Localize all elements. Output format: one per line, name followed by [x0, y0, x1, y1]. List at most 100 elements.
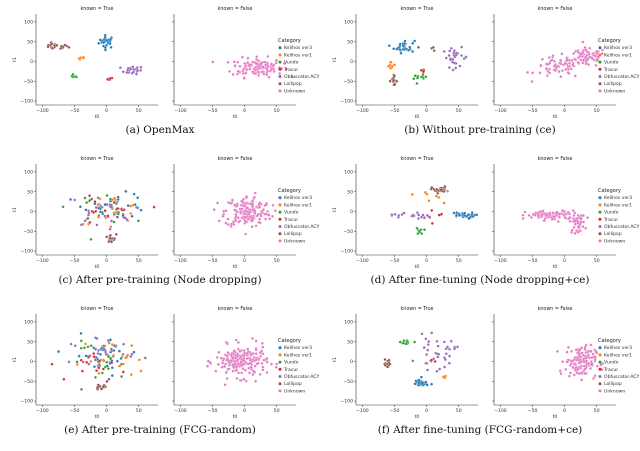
data-point-unknown: [546, 62, 550, 66]
legend-entry: Tracur: [603, 67, 618, 73]
scatter-points: [211, 54, 294, 80]
data-point-lollipop: [383, 363, 387, 367]
data-point-tracur: [110, 361, 114, 365]
x-tick-label: 0: [425, 408, 428, 414]
data-point-unknown: [571, 359, 575, 363]
data-point-vundo: [75, 360, 79, 364]
data-point-lollipop: [383, 357, 387, 361]
data-point-unknown: [600, 52, 604, 56]
legend-marker: [278, 225, 282, 228]
data-point-unknown: [237, 371, 240, 375]
legend-marker: [598, 67, 602, 71]
data-point-obfuscator-acy: [143, 356, 147, 360]
data-point-vundo: [85, 201, 89, 205]
data-point-kelihos-ver1: [79, 56, 82, 60]
data-point-kelihos-ver3: [102, 38, 106, 42]
data-point-unknown: [564, 367, 568, 371]
data-point-unknown: [265, 360, 269, 364]
data-point-kelihos-ver1: [126, 353, 130, 357]
data-point-obfuscator-acy: [110, 349, 114, 353]
data-point-vundo: [105, 360, 109, 364]
data-point-obfuscator-acy: [448, 58, 452, 62]
data-point-kelihos-ver1: [423, 190, 427, 194]
data-point-unknown: [526, 70, 530, 74]
data-point-unknown: [268, 217, 272, 221]
data-point-unknown: [240, 55, 244, 59]
data-point-unknown: [221, 358, 225, 362]
data-point-unknown: [271, 203, 275, 207]
known-false-panel: known = False −100 −50 0 50 t0: [492, 306, 616, 420]
subfigure-caption: (f) After fine-tuning (FCG-random+ce): [378, 424, 583, 436]
data-point-vundo: [405, 339, 409, 343]
data-point-obfuscator-acy: [95, 223, 99, 227]
x-tick-label: −50: [208, 258, 218, 264]
legend-marker: [598, 196, 602, 200]
y-tick-label: 100: [344, 170, 353, 176]
data-point-lollipop: [55, 43, 59, 47]
data-point-unknown: [215, 355, 219, 359]
data-point-unknown: [226, 217, 230, 221]
data-point-unknown: [228, 69, 232, 73]
data-point-lollipop: [435, 187, 439, 191]
data-point-kelihos-ver1: [75, 362, 79, 366]
data-point-lollipop: [432, 49, 436, 53]
x-axis-label: t0: [95, 114, 100, 120]
data-point-unknown: [583, 371, 587, 375]
panel-title: known = True: [401, 306, 434, 312]
data-point-unknown: [221, 214, 225, 218]
data-point-vundo: [98, 210, 102, 214]
y-tick-label: 100: [24, 170, 33, 176]
data-point-kelihos-ver3: [475, 213, 479, 217]
data-point-vundo: [416, 232, 420, 236]
x-axis-label: t0: [233, 264, 238, 270]
data-point-lollipop: [392, 74, 396, 78]
data-point-unknown: [596, 49, 600, 53]
panel-title: known = True: [401, 6, 434, 12]
legend-marker: [278, 210, 282, 214]
data-point-unknown: [244, 379, 248, 383]
data-point-kelihos-ver1: [115, 200, 119, 204]
data-point-unknown: [265, 370, 269, 374]
data-point-unknown: [558, 369, 562, 373]
data-point-kelihos-ver1: [120, 355, 124, 359]
data-point-obfuscator-acy: [95, 337, 99, 340]
data-point-unknown: [557, 70, 561, 74]
y-tick-label: −100: [20, 399, 33, 405]
data-point-unknown: [234, 368, 238, 372]
legend-entry: Lollipop: [284, 81, 302, 87]
data-point-kelihos-ver3: [108, 38, 112, 42]
legend-entry: Lollipop: [284, 381, 302, 387]
data-point-unknown: [261, 65, 265, 69]
data-point-kelihos-ver1: [393, 63, 396, 67]
data-point-unknown: [582, 353, 585, 357]
data-point-vundo: [94, 375, 97, 379]
data-point-tracur: [430, 221, 434, 225]
data-point-unknown: [264, 201, 268, 205]
x-axis-label: t0: [95, 264, 100, 270]
legend-entry: Obfuscator.ACY: [284, 74, 320, 80]
data-point-vundo: [398, 340, 402, 344]
y-tick-label: −100: [340, 399, 353, 405]
data-point-unknown: [584, 226, 588, 230]
data-point-unknown: [576, 60, 580, 64]
data-point-unknown: [566, 210, 570, 214]
legend-marker: [278, 353, 282, 357]
data-point-unknown: [238, 210, 242, 214]
data-point-kelihos-ver1: [425, 192, 429, 196]
legend-entry: Vundo: [284, 210, 299, 216]
data-point-obfuscator-acy: [67, 360, 71, 364]
data-point-lollipop: [50, 42, 54, 46]
data-point-kelihos-ver3: [425, 383, 429, 387]
legend-marker: [278, 203, 282, 207]
data-point-unknown: [568, 219, 572, 223]
data-point-unknown: [244, 202, 248, 206]
y-tick-label: 50: [347, 39, 353, 45]
data-point-unknown: [565, 58, 569, 62]
subfigure-caption: (c) After pre-training (Node dropping): [58, 274, 261, 286]
data-point-kelihos-ver1: [89, 359, 93, 363]
data-point-unknown: [254, 347, 258, 351]
data-point-obfuscator-acy: [400, 213, 404, 217]
data-point-unknown: [572, 214, 576, 218]
data-point-unknown: [258, 201, 262, 205]
data-point-obfuscator-acy: [96, 357, 100, 361]
